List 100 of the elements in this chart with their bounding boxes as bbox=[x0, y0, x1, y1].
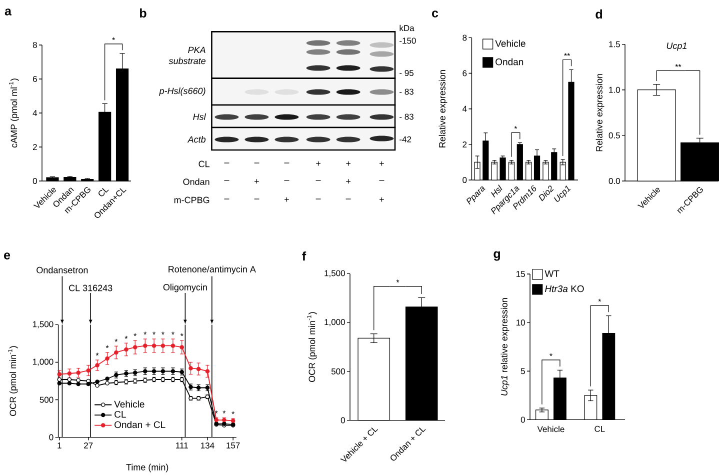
y-tick-label: 4 bbox=[32, 110, 38, 116]
annotation: * bbox=[222, 410, 226, 414]
x-tick-label: 1 bbox=[58, 442, 62, 448]
text: - 83 bbox=[400, 88, 414, 95]
legend-label: Vehicle bbox=[114, 400, 144, 408]
y-tick-label: 6 bbox=[462, 70, 467, 76]
y-tick-label: 4 bbox=[462, 106, 467, 112]
text: – bbox=[224, 198, 230, 200]
text: PKA substrate bbox=[168, 46, 206, 64]
x-tick-label: 27 bbox=[84, 442, 93, 448]
y-tick-label: 1,000 bbox=[324, 319, 345, 326]
text: – bbox=[316, 180, 321, 182]
annotation: * bbox=[514, 126, 518, 129]
annotation: ** bbox=[675, 64, 682, 67]
text: + bbox=[380, 161, 384, 166]
text: b bbox=[140, 8, 146, 18]
text: + bbox=[346, 179, 350, 184]
y-tick-label: 0 bbox=[462, 176, 467, 183]
y-tick-label: 0.5 bbox=[608, 132, 620, 138]
text: -42 bbox=[400, 136, 412, 142]
y-axis-title: cAMP (pmol ml$^{-1}$) bbox=[9, 78, 19, 148]
legend-label: WT bbox=[544, 270, 560, 277]
annotation: * bbox=[114, 338, 118, 342]
text: – bbox=[254, 198, 260, 200]
y-tick-label: 1.5 bbox=[609, 41, 620, 48]
text: – bbox=[224, 162, 230, 164]
category-label: CL bbox=[198, 160, 210, 168]
y-tick-label: 15 bbox=[516, 271, 525, 277]
ref-line-label: Oligomycin bbox=[163, 284, 207, 292]
annotation: * bbox=[106, 345, 109, 348]
y-tick-label: 1.0 bbox=[609, 86, 620, 93]
x-tick-label: Vehicle bbox=[537, 426, 564, 432]
y-tick-label: 2 bbox=[32, 144, 37, 150]
legend-label: Vehicle bbox=[495, 40, 526, 47]
y-tick-label: 0.0 bbox=[608, 178, 620, 184]
annotation: ** bbox=[564, 53, 570, 56]
annotation: * bbox=[162, 332, 164, 335]
text: - 83 bbox=[400, 114, 414, 120]
text: – bbox=[379, 180, 384, 182]
category-label: Ondan bbox=[183, 178, 210, 186]
annotation: * bbox=[180, 333, 184, 336]
chart-title: e bbox=[4, 252, 10, 260]
chart-title: f bbox=[302, 251, 306, 261]
y-axis-title: Relative expression bbox=[438, 70, 448, 148]
annotation: * bbox=[134, 333, 137, 336]
text: - 95 bbox=[400, 70, 414, 76]
text: – bbox=[284, 180, 290, 182]
annotation: * bbox=[172, 332, 174, 335]
x-axis-title: Time (min) bbox=[126, 464, 168, 472]
annotation: * bbox=[232, 411, 234, 414]
annotation: * bbox=[396, 280, 400, 282]
y-axis-title: Relative expression bbox=[596, 74, 604, 152]
text: + bbox=[284, 197, 289, 202]
y-tick-label: 5 bbox=[520, 368, 525, 374]
text: – bbox=[316, 198, 321, 200]
x-tick-label: 111 bbox=[176, 442, 188, 448]
y-axis-title: OCR (pmol min$^{-1}$) bbox=[8, 346, 18, 416]
y-tick-label: 0 bbox=[32, 178, 37, 184]
chart-title: d bbox=[596, 9, 602, 19]
y-tick-label: 8 bbox=[32, 42, 37, 48]
ref-line-label: Ondansetron bbox=[36, 266, 88, 274]
y-tick-label: 0 bbox=[340, 417, 345, 424]
chart-title: c bbox=[432, 10, 438, 18]
text: – bbox=[284, 162, 290, 164]
chart-title: a bbox=[4, 8, 12, 16]
text: + bbox=[316, 161, 320, 166]
y-tick-label: 0 bbox=[49, 434, 54, 440]
text: -150 bbox=[400, 38, 416, 44]
text: – bbox=[224, 180, 230, 182]
text: p-Hsl(s660) bbox=[159, 87, 206, 96]
y-tick-label: 500 bbox=[40, 396, 54, 403]
chart-title: g bbox=[494, 251, 500, 261]
y-tick-label: 1,000 bbox=[32, 358, 54, 366]
y-axis-title: Ucp1 relative expression bbox=[500, 298, 510, 396]
ref-line-label: CL 316243 bbox=[69, 284, 112, 292]
annotation: * bbox=[124, 336, 128, 339]
y-axis-title: OCR (pmol min$^{-1}$) bbox=[307, 312, 317, 382]
text: * bbox=[112, 37, 115, 40]
x-tick-label: 157 bbox=[226, 442, 240, 448]
ref-line-label: Rotenone/antimycin A bbox=[168, 266, 256, 274]
y-tick-label: 0 bbox=[520, 416, 525, 423]
annotation: * bbox=[96, 352, 99, 356]
y-tick-label: 1,500 bbox=[32, 321, 54, 328]
text: + bbox=[346, 161, 350, 166]
y-tick-label: 10 bbox=[516, 320, 525, 326]
text: + bbox=[380, 197, 384, 202]
x-tick-label: 134 bbox=[201, 442, 214, 449]
y-tick-label: 1,500 bbox=[324, 270, 345, 278]
legend-label: Ondan bbox=[496, 58, 524, 66]
annotation: * bbox=[144, 332, 147, 335]
text: – bbox=[346, 198, 351, 200]
annotation: * bbox=[214, 410, 218, 414]
text: kDa bbox=[400, 24, 414, 32]
y-tick-label: 500 bbox=[331, 368, 345, 374]
text: – bbox=[254, 162, 260, 164]
y-tick-label: 2 bbox=[462, 141, 467, 148]
legend-label: Htr3a KO bbox=[545, 285, 584, 292]
annotation: * bbox=[550, 353, 552, 356]
chart-subtitle: Ucp1 bbox=[666, 42, 686, 51]
x-tick-label: CL bbox=[594, 426, 605, 432]
